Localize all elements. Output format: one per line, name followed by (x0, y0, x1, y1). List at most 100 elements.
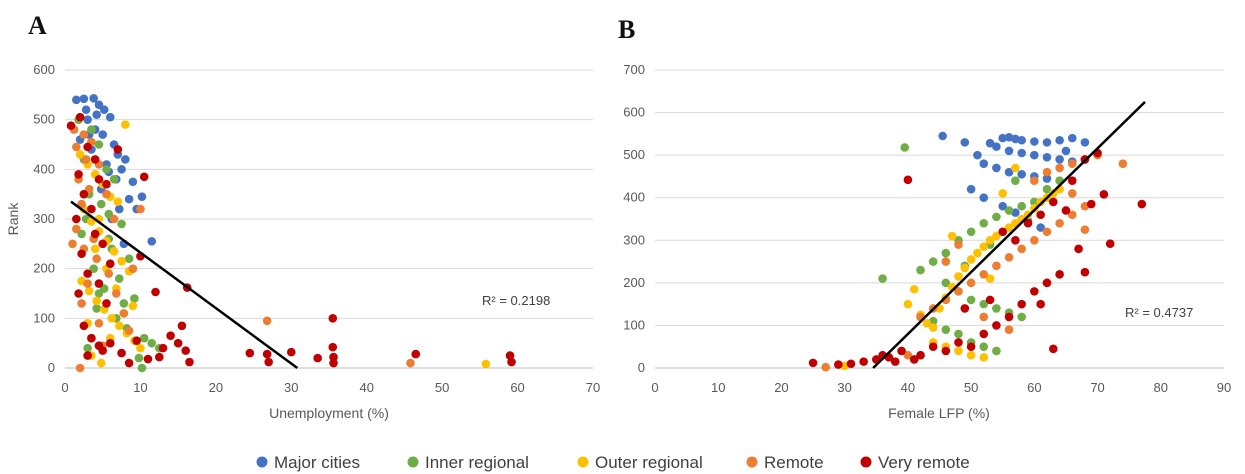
panel-a-point-remote (68, 239, 77, 249)
panel-a-point-very-remote (102, 299, 111, 308)
panel-a-y-tick-label: 0 (48, 360, 55, 375)
legend-label: Major cities (274, 453, 360, 472)
legend-label: Outer regional (595, 453, 703, 472)
panel-b-point-outer-regional (979, 242, 989, 251)
panel-a-point-major-cities (117, 165, 126, 174)
panel-b-point-remote (1067, 189, 1077, 198)
panel-b-point-major-cities (966, 184, 976, 194)
panel-b-point-remote (1030, 235, 1039, 245)
panel-b-point-major-cities (1061, 146, 1071, 156)
panel-b-point-remote (979, 312, 989, 322)
panel-a-point-remote (75, 363, 85, 373)
panel-a-point-inner-regional (147, 338, 157, 348)
panel-b-point-inner-regional (900, 143, 910, 152)
panel-a-point-remote (124, 326, 134, 336)
panel-b-point-major-cities (960, 138, 970, 147)
panel-a-point-very-remote (329, 358, 338, 368)
panel-b-y-tick-label: 200 (623, 275, 645, 290)
panel-a-point-remote (406, 358, 415, 368)
panel-a-point-very-remote (411, 349, 421, 359)
panel-a-trendline (70, 200, 299, 370)
panel-a-point-major-cities (81, 105, 91, 115)
panel-b-point-remote (1118, 159, 1128, 168)
panel-b-point-inner-regional (941, 278, 951, 288)
panel-b-point-very-remote (890, 357, 900, 366)
panel-a-point-very-remote (94, 174, 104, 184)
panel-b-point-major-cities (992, 142, 1001, 151)
panel-a-point-major-cities (83, 115, 92, 124)
panel-a-point-remote (83, 279, 92, 288)
panel-a-point-major-cities (115, 204, 124, 214)
panel-a-point-inner-regional (89, 264, 98, 273)
panel-a-point-inner-regional (119, 299, 129, 308)
panel-b-point-remote (903, 350, 913, 360)
panel-b-point-major-cities (1042, 174, 1052, 183)
panel-b-point-outer-regional (909, 284, 919, 294)
panel-b-letter: B (618, 15, 635, 44)
panel-b-trendline (872, 101, 1146, 369)
panel-a-point-inner-regional (124, 254, 134, 264)
panel-a-point-very-remote (98, 239, 108, 249)
panel-a-point-very-remote (83, 269, 92, 278)
panel-b-point-outer-regional (1011, 163, 1020, 173)
panel-a-point-outer-regional (121, 120, 130, 129)
panel-b-point-remote (1042, 227, 1052, 237)
panel-a-x-tick-label: 0 (61, 380, 68, 395)
panel-a-point-very-remote (90, 155, 100, 164)
panel-a-point-major-cities (121, 155, 130, 164)
panel-a-point-very-remote (83, 142, 92, 152)
panel-a-point-outer-regional (84, 286, 94, 296)
panel-b-point-outer-regional (960, 263, 970, 273)
panel-a-point-very-remote (264, 357, 273, 367)
panel-a-point-major-cities (128, 177, 138, 187)
panel-a-point-very-remote (105, 259, 115, 269)
legend-marker (407, 456, 419, 468)
panel-a-point-outer-regional (117, 256, 126, 266)
panel-b-x-tick-label: 40 (901, 380, 915, 395)
panel-b-point-inner-regional (992, 212, 1001, 222)
panel-a-x-tick-label: 40 (359, 380, 373, 395)
panel-a-point-very-remote (177, 321, 187, 331)
panel-a-point-inner-regional (139, 333, 149, 343)
panel-b-point-inner-regional (966, 295, 976, 305)
panel-b-point-remote (966, 278, 976, 288)
panel-b-point-remote (1042, 167, 1052, 177)
panel-b-point-inner-regional (916, 265, 925, 275)
panel-b-point-inner-regional (1017, 201, 1026, 211)
panel-a-point-very-remote (77, 249, 86, 259)
panel-a-point-outer-regional (115, 321, 124, 331)
legend: Major cities Inner regional Outer regional… (256, 453, 970, 472)
panel-b-x-tick-label: 50 (964, 380, 978, 395)
panel-a-point-very-remote (117, 348, 126, 358)
panel-a-point-very-remote (158, 343, 168, 353)
panel-a-point-major-cities (99, 105, 109, 115)
panel-a-point-major-cities (72, 95, 81, 105)
panel-a-point-major-cities (98, 130, 108, 139)
panel-a-point-inner-regional (130, 294, 139, 303)
panel-b-point-inner-regional (992, 346, 1001, 356)
panel-b-point-remote (1055, 218, 1064, 228)
panel-b-point-remote (821, 362, 830, 372)
panel-b-r-squared-label: R² = 0.4737 (1125, 305, 1193, 320)
panel-b-point-major-cities (1055, 155, 1064, 164)
panel-a-point-very-remote (143, 354, 153, 364)
panel-a-point-inner-regional (96, 199, 106, 209)
panel-a-point-very-remote (132, 336, 141, 345)
panel-b-point-inner-regional (979, 299, 989, 309)
panel-a-point-very-remote (262, 349, 272, 359)
panel-b-y-tick-label: 500 (623, 147, 645, 162)
panel-a-point-remote (77, 299, 86, 308)
panel-b-point-very-remote (1055, 270, 1064, 279)
panel-b-point-outer-regional (985, 274, 995, 283)
panel-b-point-outer-regional (1036, 197, 1045, 207)
panel-b-point-major-cities (1004, 146, 1014, 156)
panel-a-point-outer-regional (128, 301, 138, 311)
panel-b-point-very-remote (1042, 278, 1052, 288)
panel-b-point-very-remote (1004, 312, 1014, 322)
panel-a-point-outer-regional (136, 343, 145, 353)
panel-b-y-tick-label: 400 (623, 190, 645, 205)
panel-a-point-very-remote (79, 321, 89, 331)
panel-b-point-very-remote (928, 342, 938, 352)
panel-b-point-outer-regional (973, 248, 982, 258)
panel-a-point-very-remote (173, 338, 183, 348)
